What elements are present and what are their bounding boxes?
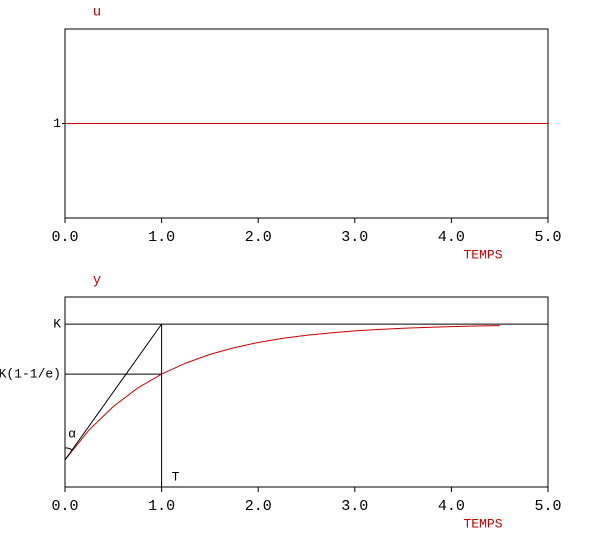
x-tick-label: 1.0 [148, 498, 175, 515]
x-tick-label: 0.0 [51, 498, 78, 515]
x-axis-label: TEMPS [463, 247, 502, 262]
x-tick-label: 3.0 [341, 498, 368, 515]
y-tick-label: K(1-1/e) [0, 367, 61, 382]
y-tick-label: 1 [53, 116, 61, 131]
series-line [64, 323, 163, 461]
plot-frame [64, 296, 549, 488]
x-tick-label: 5.0 [534, 229, 561, 246]
x-tick-label: 4.0 [438, 498, 465, 515]
x-tick-label: 5.0 [534, 498, 561, 515]
x-tick-label: 1.0 [148, 229, 175, 246]
chart-title: y [93, 273, 101, 289]
x-tick-label: 2.0 [245, 229, 272, 246]
series-line [64, 325, 500, 461]
chart-title: u [93, 5, 101, 21]
x-tick-label: 4.0 [438, 229, 465, 246]
x-tick-label: 2.0 [245, 498, 272, 515]
time-constant-label: T [172, 469, 180, 484]
angle-label: α [68, 426, 76, 441]
x-tick-label: 3.0 [341, 229, 368, 246]
x-axis-label: TEMPS [463, 516, 502, 531]
y-tick-label: K [53, 317, 61, 332]
x-tick-label: 0.0 [51, 229, 78, 246]
angle-arc [64, 447, 73, 451]
